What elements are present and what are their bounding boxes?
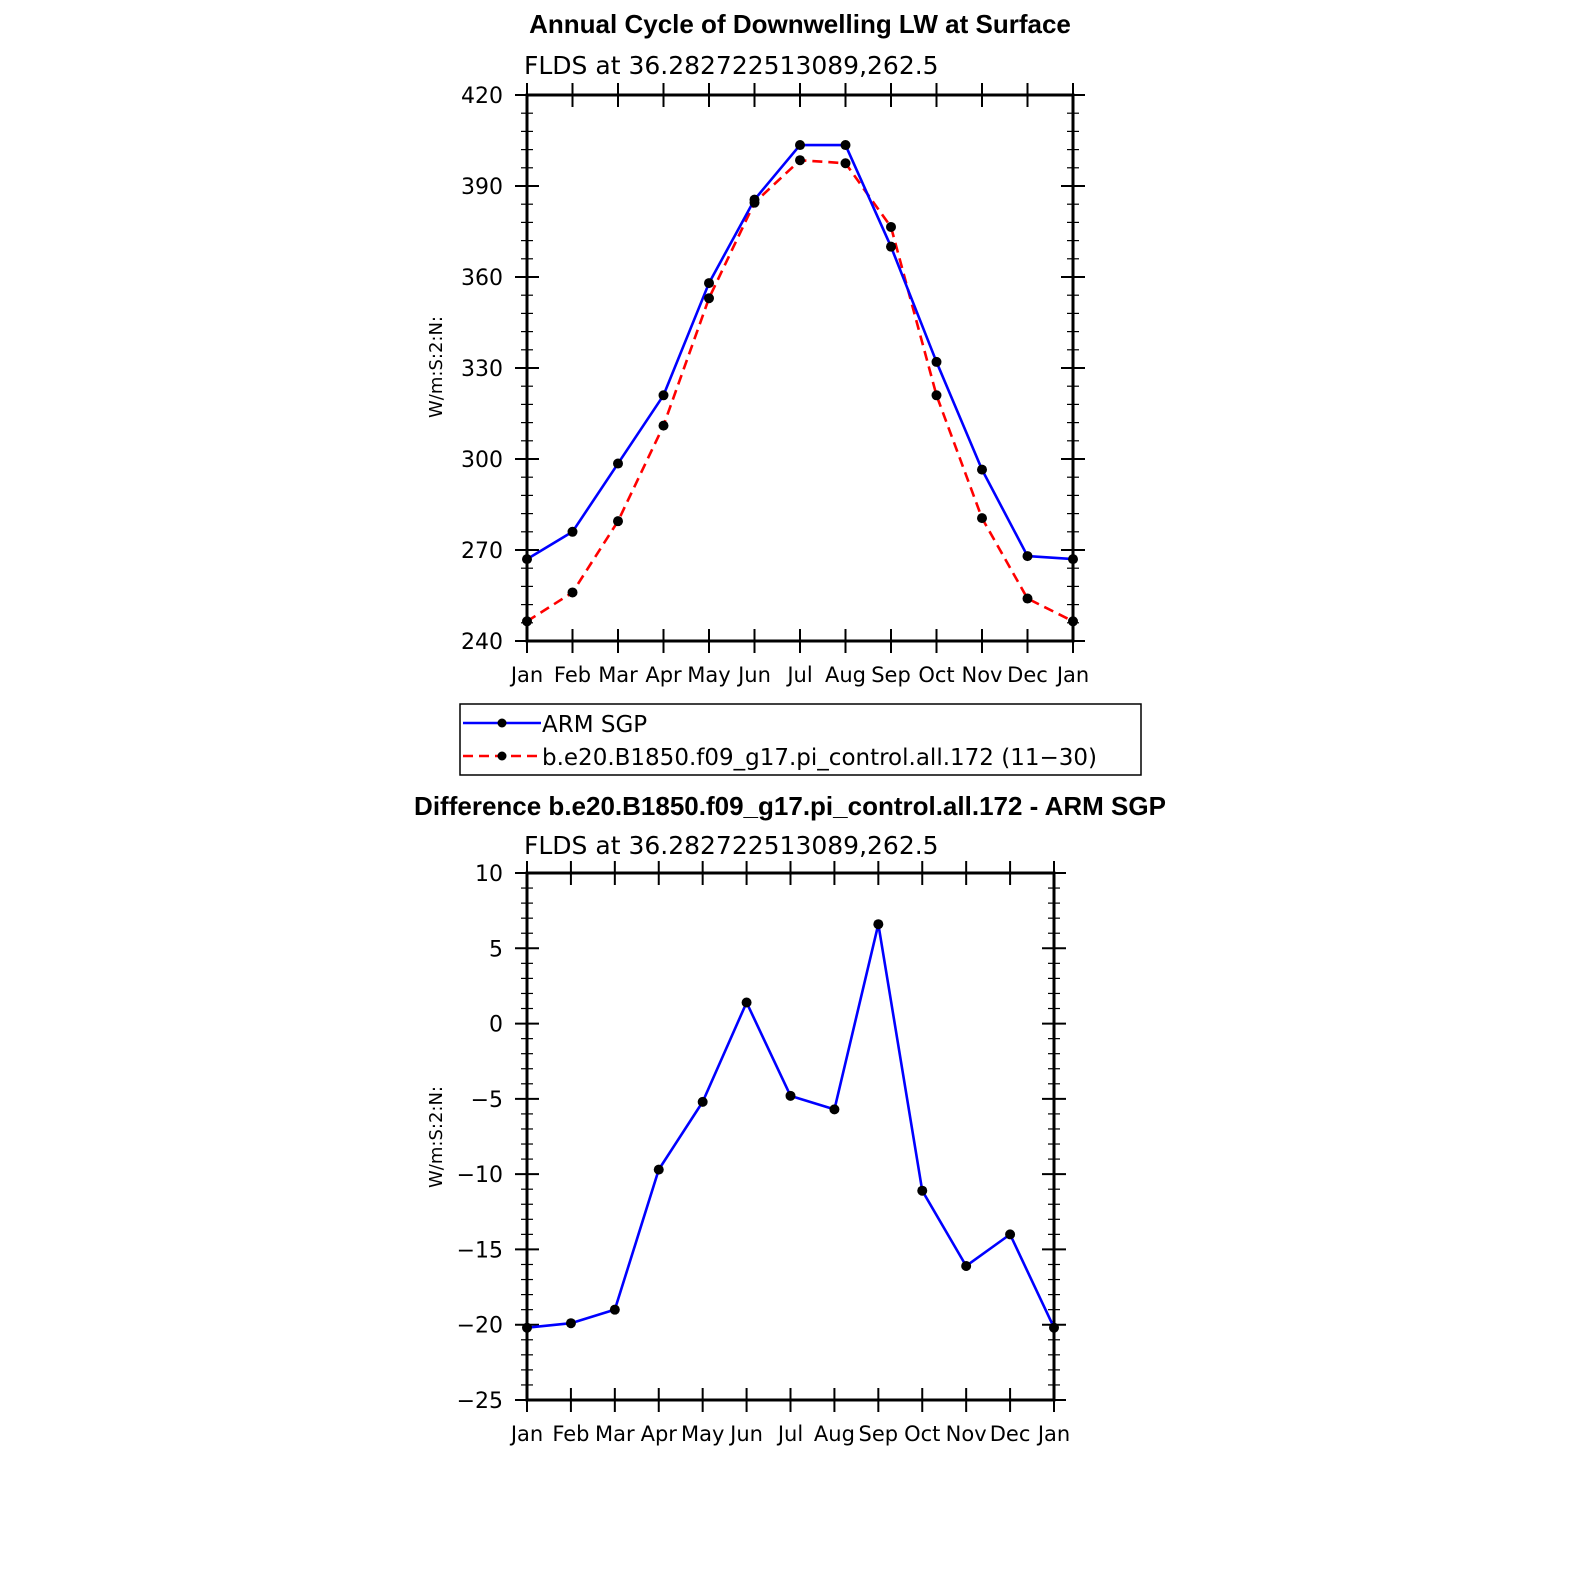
bottom-chart-series-0-point bbox=[522, 1322, 532, 1333]
top-chart-series-1-point bbox=[886, 221, 896, 232]
bottom-chart-xtick-label: Dec bbox=[990, 1422, 1031, 1446]
top-chart-xtick-label: Jul bbox=[785, 663, 812, 687]
top-chart-ylabel: W/m:S:2:N: bbox=[426, 316, 447, 418]
top-chart-series-0-point bbox=[931, 356, 942, 367]
top-chart-series-1-point bbox=[522, 616, 532, 627]
bottom-chart-xtick-label: Apr bbox=[641, 1422, 678, 1446]
bottom-chart-series-0-point bbox=[873, 919, 884, 930]
bottom-chart-series-0-point bbox=[653, 1164, 664, 1175]
bottom-chart-ytick-label: 5 bbox=[489, 937, 503, 962]
bottom-chart-xtick-label: Aug bbox=[814, 1422, 855, 1446]
bottom-chart-xtick-label: Jan bbox=[1036, 1422, 1070, 1446]
bottom-chart-plot: −25 −20 −15 −10 −5 0 5 10 Jan Feb Mar Apr May Jun Jul A… bbox=[457, 861, 1070, 1446]
bottom-chart-series-0-point bbox=[741, 997, 752, 1008]
top-chart-series-0-point bbox=[658, 390, 669, 401]
top-chart-series-1-point bbox=[931, 390, 942, 401]
bottom-chart-series-0-point bbox=[1049, 1322, 1059, 1333]
bottom-chart-series-0-point bbox=[697, 1096, 708, 1107]
bottom-chart-series-0-point bbox=[785, 1090, 796, 1101]
bottom-chart-ytick-label: −10 bbox=[457, 1163, 503, 1188]
top-chart-xtick-label: Jan bbox=[1055, 663, 1089, 687]
bottom-chart-ytick-label: −15 bbox=[457, 1238, 503, 1263]
bottom-chart-ylabel: W/m:S:2:N: bbox=[426, 1086, 447, 1188]
bottom-chart-series-0-point bbox=[917, 1185, 928, 1196]
top-chart-xtick-label: Jun bbox=[736, 663, 771, 687]
bottom-chart-title: Difference b.e20.B1850.f09_g17.pi_contro… bbox=[414, 791, 1166, 821]
legend-marker-arm bbox=[497, 718, 507, 728]
legend-label-arm: ARM SGP bbox=[542, 712, 647, 738]
top-chart-title: Annual Cycle of Downwelling LW at Surfac… bbox=[529, 9, 1071, 39]
top-chart-series-1-point bbox=[977, 513, 987, 524]
top-chart-series-1-point bbox=[749, 197, 760, 208]
legend-label-model: b.e20.B1850.f09_g17.pi_control.all.172 (… bbox=[542, 745, 1097, 771]
top-chart-xtick-label: Jan bbox=[509, 663, 543, 687]
top-chart-series-0-point bbox=[1068, 554, 1078, 565]
bottom-chart-ytick-label: 0 bbox=[489, 1013, 503, 1038]
bottom-chart-ytick-label: −25 bbox=[457, 1389, 503, 1414]
bottom-chart-ytick-label: −20 bbox=[457, 1314, 503, 1339]
bottom-chart-series-line-0 bbox=[526, 922, 1056, 1330]
top-chart-series-1-point bbox=[1068, 616, 1078, 627]
top-chart-series-1-point bbox=[795, 155, 805, 166]
top-chart-xtick-label: Apr bbox=[645, 663, 682, 687]
top-chart-ytick-label: 330 bbox=[461, 357, 503, 382]
top-chart-plot: 240 270 300 330 360 390 420 Jan Feb Mar Apr May Jun J… bbox=[461, 83, 1089, 687]
bottom-chart-series-0-point bbox=[961, 1260, 972, 1271]
top-chart-xtick-label: Oct bbox=[918, 663, 954, 687]
top-chart-ytick-label: 390 bbox=[461, 175, 503, 200]
top-chart-series-0-point bbox=[567, 526, 578, 537]
top-chart-xtick-label: Nov bbox=[962, 663, 1003, 687]
bottom-chart-series-0-point bbox=[565, 1318, 576, 1329]
bottom-chart-xtick-label: Nov bbox=[946, 1422, 987, 1446]
top-chart-xtick-label: Aug bbox=[825, 663, 866, 687]
bottom-chart-xtick-label: Sep bbox=[859, 1422, 899, 1446]
top-chart-series-0-point bbox=[795, 140, 805, 151]
bottom-chart-xtick-label: Oct bbox=[904, 1422, 940, 1446]
top-chart-xtick-label: Dec bbox=[1007, 663, 1048, 687]
top-chart-xtick-label: Mar bbox=[598, 663, 638, 687]
top-chart-series-1-point bbox=[704, 293, 714, 304]
top-chart-series-1-point bbox=[658, 420, 669, 431]
bottom-chart-frame bbox=[525, 871, 1056, 1402]
top-chart-xtick-label: May bbox=[687, 663, 730, 687]
bottom-chart-subtitle: FLDS at 36.282722513089,262.5 bbox=[524, 831, 939, 860]
top-chart-series-0-point bbox=[704, 278, 714, 289]
top-chart-series-0-point bbox=[613, 458, 623, 469]
bottom-chart-ytick-label: −5 bbox=[471, 1088, 503, 1113]
top-chart-series-0-point bbox=[522, 554, 532, 565]
top-chart-subtitle: FLDS at 36.282722513089,262.5 bbox=[524, 51, 939, 80]
bottom-chart-series-0-point bbox=[1005, 1229, 1016, 1240]
bottom-chart-series-0-point bbox=[609, 1304, 620, 1315]
legend-marker-model bbox=[497, 751, 507, 761]
bottom-chart-xtick-label: Feb bbox=[552, 1422, 589, 1446]
top-chart-series-line-0 bbox=[526, 143, 1074, 561]
bottom-chart-series-0-point bbox=[829, 1104, 840, 1115]
top-chart-series-1-point bbox=[1022, 593, 1033, 604]
top-chart-frame bbox=[525, 93, 1075, 643]
top-chart-ytick-label: 420 bbox=[461, 84, 503, 109]
bottom-chart-xtick-label: May bbox=[681, 1422, 724, 1446]
bottom-chart-ytick-label: 10 bbox=[475, 862, 503, 887]
bottom-chart-xtick-label: Mar bbox=[595, 1422, 635, 1446]
top-chart-xtick-label: Feb bbox=[554, 663, 591, 687]
legend: ARM SGP b.e20.B1850.f09_g17.pi_control.a… bbox=[459, 703, 1142, 776]
legend-box bbox=[459, 703, 1142, 776]
top-chart-ytick-label: 270 bbox=[461, 539, 503, 564]
bottom-chart-xtick-label: Jun bbox=[728, 1422, 763, 1446]
bottom-chart-xtick-label: Jul bbox=[776, 1422, 803, 1446]
top-chart-ytick-label: 360 bbox=[461, 266, 503, 291]
top-chart-ytick-label: 300 bbox=[461, 448, 503, 473]
top-chart-ytick-label: 240 bbox=[461, 630, 503, 655]
top-chart-series-0-point bbox=[886, 241, 896, 252]
top-chart-series-1-point bbox=[613, 516, 623, 527]
top-chart-series-0-point bbox=[1022, 551, 1033, 562]
bottom-chart-xtick-label: Jan bbox=[509, 1422, 543, 1446]
top-chart-series-1-point bbox=[567, 587, 578, 598]
top-chart-series-line-1 bbox=[526, 158, 1074, 623]
top-chart-series-0-point bbox=[977, 464, 987, 475]
top-chart-series-0-point bbox=[840, 140, 851, 151]
top-chart-series-1-point bbox=[840, 158, 851, 169]
top-chart-xtick-label: Sep bbox=[871, 663, 911, 687]
